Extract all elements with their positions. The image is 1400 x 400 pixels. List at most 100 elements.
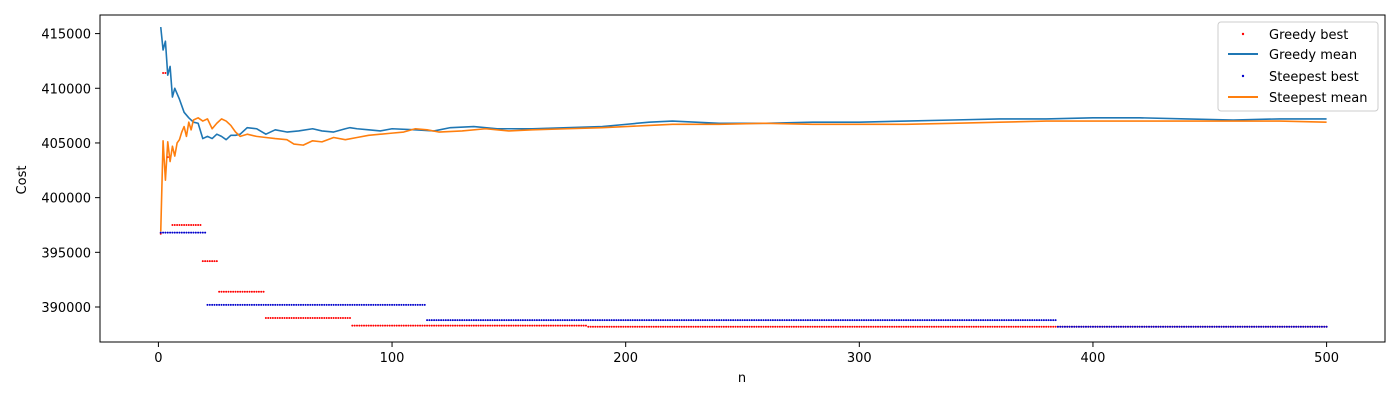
point-greedy-best bbox=[713, 325, 716, 328]
point-greedy-best bbox=[923, 325, 926, 328]
point-greedy-best bbox=[708, 325, 711, 328]
point-steepest-best bbox=[1169, 325, 1172, 328]
point-steepest-best bbox=[426, 319, 429, 322]
point-steepest-best bbox=[353, 303, 356, 306]
point-steepest-best bbox=[309, 303, 312, 306]
point-greedy-best bbox=[877, 325, 880, 328]
point-steepest-best bbox=[257, 303, 260, 306]
point-greedy-best bbox=[982, 325, 985, 328]
point-steepest-best bbox=[489, 319, 492, 322]
point-steepest-best bbox=[916, 319, 919, 322]
point-steepest-best bbox=[421, 303, 424, 306]
point-steepest-best bbox=[830, 319, 833, 322]
point-steepest-best bbox=[1164, 325, 1167, 328]
point-steepest-best bbox=[498, 319, 501, 322]
point-greedy-best bbox=[241, 290, 244, 293]
point-greedy-best bbox=[1040, 325, 1043, 328]
point-greedy-best bbox=[886, 325, 889, 328]
point-greedy-best bbox=[711, 325, 714, 328]
point-steepest-best bbox=[409, 303, 412, 306]
point-greedy-best bbox=[865, 325, 868, 328]
point-steepest-best bbox=[1283, 325, 1286, 328]
point-steepest-best bbox=[1236, 325, 1239, 328]
point-greedy-best bbox=[323, 316, 326, 319]
point-steepest-best bbox=[991, 319, 994, 322]
point-greedy-best bbox=[194, 223, 197, 226]
point-steepest-best bbox=[1124, 325, 1127, 328]
point-steepest-best bbox=[655, 319, 658, 322]
point-greedy-best bbox=[797, 325, 800, 328]
point-greedy-best bbox=[281, 316, 284, 319]
point-steepest-best bbox=[678, 319, 681, 322]
point-greedy-best bbox=[806, 325, 809, 328]
point-steepest-best bbox=[683, 319, 686, 322]
point-steepest-best bbox=[1136, 325, 1139, 328]
point-greedy-best bbox=[440, 324, 443, 327]
point-greedy-best bbox=[526, 324, 529, 327]
point-greedy-best bbox=[395, 324, 398, 327]
point-greedy-best bbox=[914, 325, 917, 328]
point-greedy-best bbox=[783, 325, 786, 328]
point-greedy-best bbox=[853, 325, 856, 328]
point-steepest-best bbox=[171, 231, 174, 234]
point-steepest-best bbox=[591, 319, 594, 322]
point-greedy-best bbox=[398, 324, 401, 327]
y-tick-label: 390000 bbox=[41, 301, 91, 316]
point-greedy-best bbox=[426, 324, 429, 327]
point-greedy-best bbox=[250, 290, 253, 293]
point-steepest-best bbox=[1213, 325, 1216, 328]
point-greedy-best bbox=[996, 325, 999, 328]
point-steepest-best bbox=[930, 319, 933, 322]
point-steepest-best bbox=[545, 319, 548, 322]
point-greedy-best bbox=[549, 324, 552, 327]
point-steepest-best bbox=[933, 319, 936, 322]
point-steepest-best bbox=[1012, 319, 1015, 322]
point-greedy-best bbox=[505, 324, 508, 327]
point-steepest-best bbox=[1159, 325, 1162, 328]
point-steepest-best bbox=[173, 231, 176, 234]
point-greedy-best bbox=[905, 325, 908, 328]
point-greedy-best bbox=[977, 325, 980, 328]
point-greedy-best bbox=[748, 325, 751, 328]
point-steepest-best bbox=[442, 319, 445, 322]
point-steepest-best bbox=[1150, 325, 1153, 328]
point-steepest-best bbox=[208, 303, 211, 306]
point-steepest-best bbox=[1117, 325, 1120, 328]
point-greedy-best bbox=[295, 316, 298, 319]
point-steepest-best bbox=[381, 303, 384, 306]
point-steepest-best bbox=[598, 319, 601, 322]
point-steepest-best bbox=[685, 319, 688, 322]
point-greedy-best bbox=[634, 325, 637, 328]
point-steepest-best bbox=[940, 319, 943, 322]
point-steepest-best bbox=[243, 303, 246, 306]
point-steepest-best bbox=[935, 319, 938, 322]
point-greedy-best bbox=[423, 324, 426, 327]
point-steepest-best bbox=[1246, 325, 1249, 328]
point-greedy-best bbox=[262, 290, 265, 293]
point-steepest-best bbox=[1264, 325, 1267, 328]
point-steepest-best bbox=[902, 319, 905, 322]
point-greedy-best bbox=[912, 325, 915, 328]
point-steepest-best bbox=[797, 319, 800, 322]
series-line-steepest-mean bbox=[159, 117, 1327, 232]
point-greedy-best bbox=[1042, 325, 1045, 328]
point-steepest-best bbox=[1101, 325, 1104, 328]
point-steepest-best bbox=[400, 303, 403, 306]
point-greedy-best bbox=[320, 316, 323, 319]
point-steepest-best bbox=[325, 303, 328, 306]
point-greedy-best bbox=[701, 325, 704, 328]
point-steepest-best bbox=[1295, 325, 1298, 328]
point-steepest-best bbox=[853, 319, 856, 322]
point-steepest-best bbox=[942, 319, 945, 322]
point-steepest-best bbox=[1297, 325, 1300, 328]
point-greedy-best bbox=[874, 325, 877, 328]
point-steepest-best bbox=[1178, 325, 1181, 328]
point-steepest-best bbox=[872, 319, 875, 322]
point-steepest-best bbox=[540, 319, 543, 322]
point-steepest-best bbox=[1234, 325, 1237, 328]
point-steepest-best bbox=[1152, 325, 1155, 328]
point-greedy-best bbox=[991, 325, 994, 328]
point-steepest-best bbox=[879, 319, 882, 322]
point-greedy-best bbox=[559, 324, 562, 327]
